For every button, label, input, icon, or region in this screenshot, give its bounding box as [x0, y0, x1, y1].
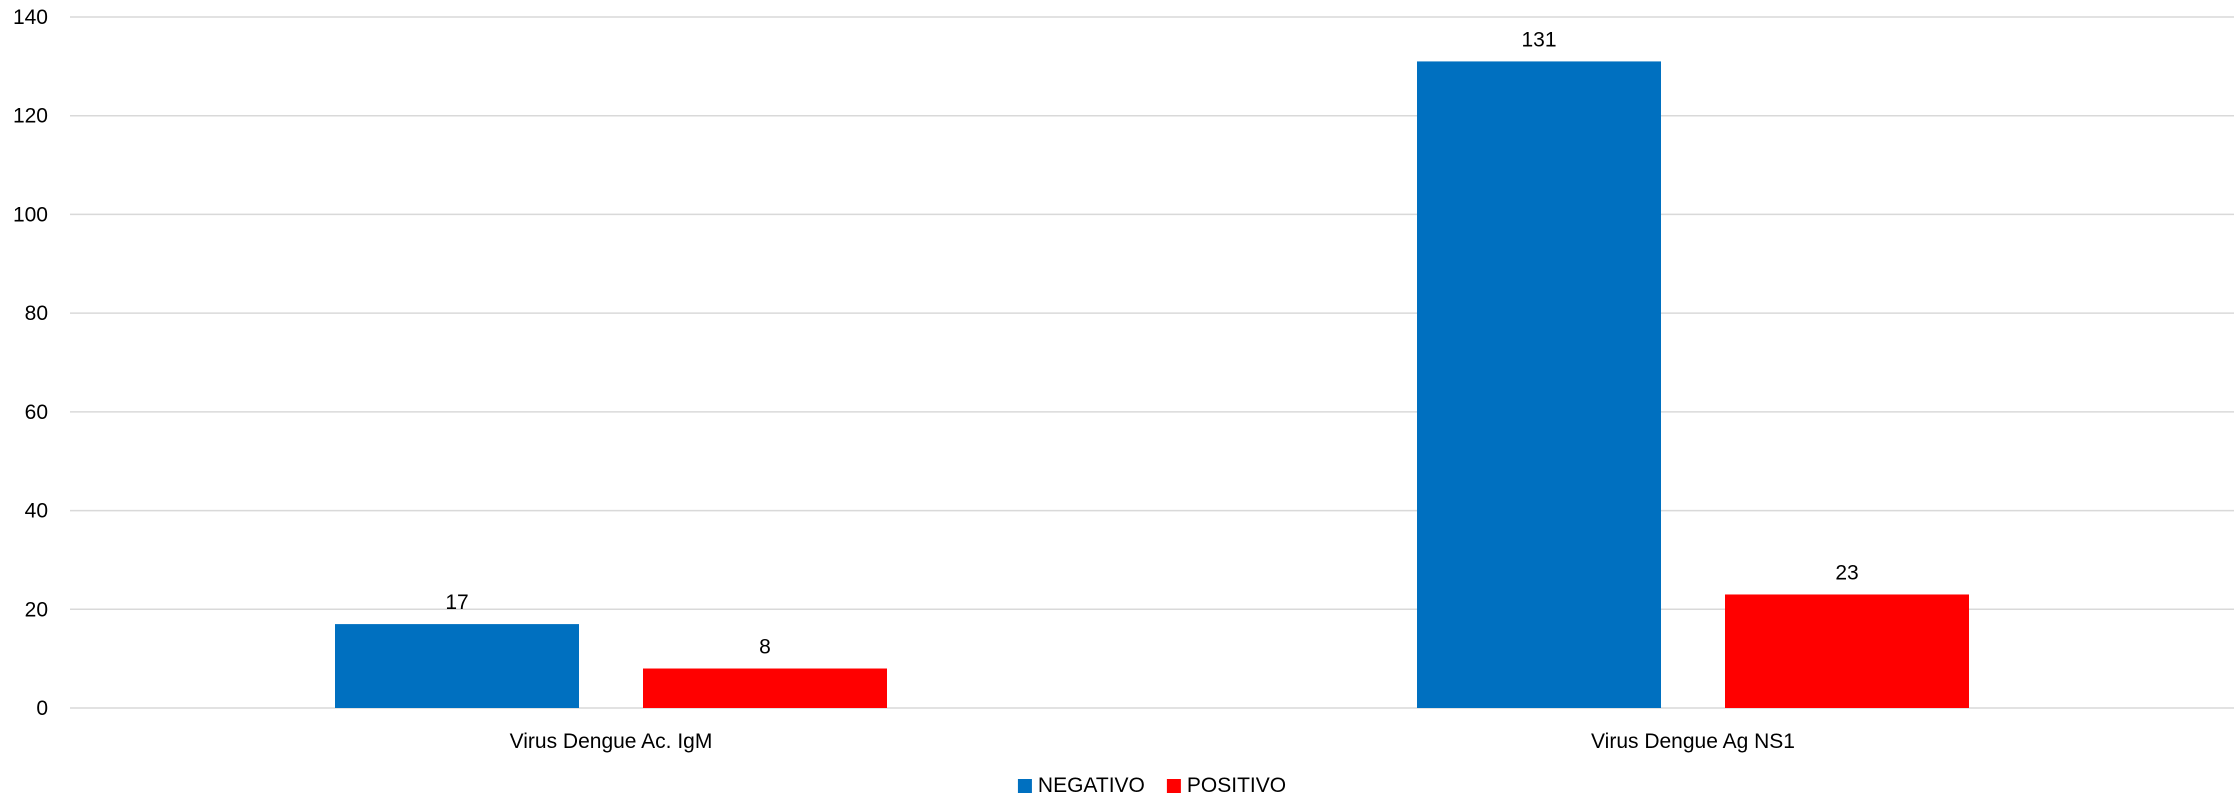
x-category-label: Virus Dengue Ac. IgM	[510, 730, 713, 753]
legend-label: NEGATIVO	[1038, 774, 1145, 797]
y-tick-label: 100	[13, 203, 48, 226]
y-tick-label: 40	[25, 500, 48, 523]
legend-item-positivo: POSITIVO	[1166, 774, 1286, 797]
legend-label: POSITIVO	[1187, 774, 1286, 797]
y-tick-label: 120	[13, 105, 48, 128]
bars	[335, 61, 1969, 708]
legend: NEGATIVO POSITIVO	[1017, 774, 1286, 797]
data-label: 8	[759, 636, 771, 659]
legend-swatch	[1166, 779, 1181, 793]
bar-negativo-2	[1417, 61, 1661, 708]
data-label: 17	[445, 591, 468, 614]
y-tick-label: 140	[13, 6, 48, 29]
y-axis-tick-labels: 0 20 40 60 80 100 120 140	[13, 6, 48, 720]
bar-positivo-2	[1725, 594, 1969, 708]
x-axis-category-labels: Virus Dengue Ac. IgM Virus Dengue Ag NS1	[510, 730, 1795, 753]
bar-positivo-1	[643, 668, 887, 708]
data-labels: 17 8 131 23	[445, 28, 1858, 658]
legend-swatch	[1017, 779, 1032, 793]
legend-item-negativo: NEGATIVO	[1017, 774, 1145, 797]
y-tick-label: 60	[25, 401, 48, 424]
data-label: 131	[1521, 28, 1556, 51]
y-tick-label: 0	[36, 697, 48, 720]
x-category-label: Virus Dengue Ag NS1	[1591, 730, 1795, 753]
gridlines	[70, 16, 2234, 709]
y-tick-label: 20	[25, 598, 48, 621]
data-label: 23	[1835, 561, 1858, 584]
y-tick-label: 80	[25, 302, 48, 325]
bar-negativo-1	[335, 624, 579, 708]
